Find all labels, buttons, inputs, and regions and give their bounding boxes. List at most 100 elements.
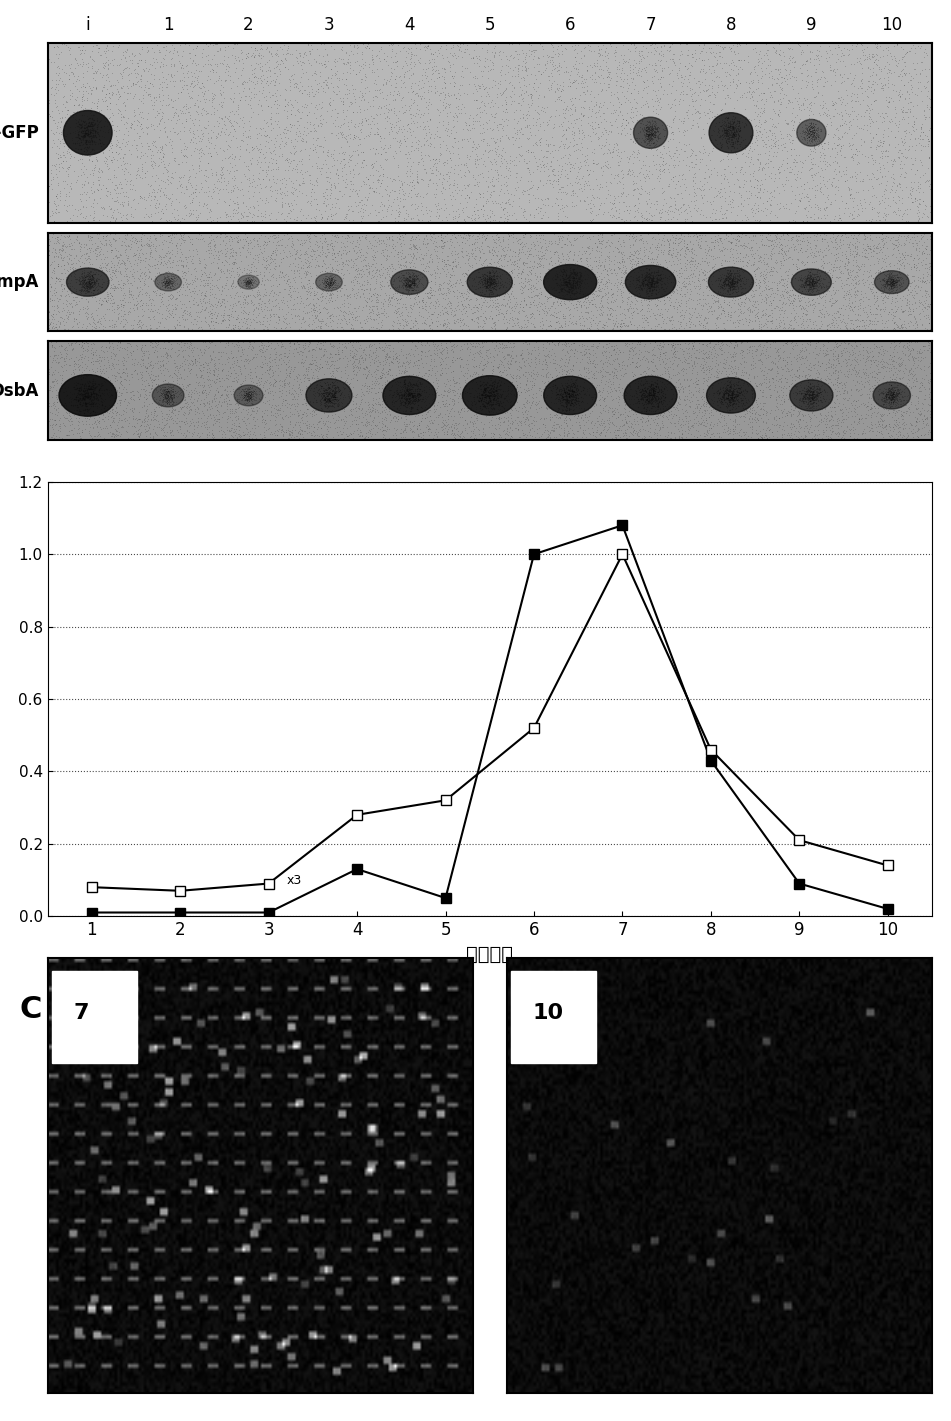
Point bbox=[83, 114, 98, 136]
Point bbox=[805, 135, 821, 158]
Point bbox=[551, 249, 566, 271]
Point bbox=[514, 266, 529, 288]
Point bbox=[727, 271, 742, 294]
Point bbox=[108, 119, 124, 142]
Point bbox=[804, 374, 819, 396]
Point bbox=[649, 377, 664, 399]
Point bbox=[67, 159, 82, 182]
Point bbox=[397, 382, 412, 405]
Point bbox=[878, 360, 893, 382]
Point bbox=[170, 259, 185, 281]
Point bbox=[323, 202, 339, 225]
Point bbox=[639, 398, 654, 421]
Point bbox=[492, 399, 507, 422]
Point bbox=[220, 391, 235, 414]
Point bbox=[568, 263, 583, 286]
Point bbox=[293, 67, 308, 90]
Point bbox=[691, 337, 707, 360]
Point bbox=[772, 288, 787, 311]
Point bbox=[650, 88, 666, 111]
Point bbox=[265, 274, 281, 297]
Point bbox=[253, 138, 268, 161]
Point bbox=[545, 232, 560, 254]
Point bbox=[392, 395, 407, 418]
Point bbox=[554, 277, 570, 300]
Point bbox=[482, 395, 497, 418]
Point bbox=[247, 38, 262, 61]
Point bbox=[251, 382, 266, 405]
Point bbox=[141, 428, 156, 450]
Point bbox=[681, 159, 696, 182]
Point bbox=[433, 362, 448, 385]
Point bbox=[146, 118, 161, 141]
Point bbox=[385, 369, 400, 392]
Point bbox=[807, 263, 823, 286]
Point bbox=[847, 210, 863, 233]
Point bbox=[519, 179, 534, 202]
Point bbox=[210, 379, 225, 402]
Point bbox=[803, 270, 818, 293]
Point bbox=[176, 308, 191, 331]
Point bbox=[757, 132, 772, 155]
Point bbox=[580, 75, 595, 98]
Point bbox=[519, 102, 534, 125]
Point bbox=[643, 374, 658, 396]
Point bbox=[475, 371, 490, 394]
Point bbox=[556, 377, 572, 399]
Point bbox=[771, 98, 786, 121]
Point bbox=[87, 139, 102, 162]
Point bbox=[739, 402, 754, 425]
Point bbox=[430, 303, 445, 325]
Point bbox=[646, 381, 661, 404]
Point bbox=[379, 105, 395, 128]
Point bbox=[296, 274, 311, 297]
Point bbox=[433, 277, 448, 300]
Point bbox=[163, 382, 178, 405]
Point bbox=[330, 271, 345, 294]
Point bbox=[405, 273, 420, 296]
Point bbox=[763, 80, 778, 102]
Point bbox=[890, 276, 905, 298]
Point bbox=[591, 34, 606, 57]
Point bbox=[902, 179, 918, 202]
Point bbox=[91, 156, 107, 179]
Point bbox=[805, 128, 820, 151]
Point bbox=[359, 277, 374, 300]
Point bbox=[203, 198, 218, 220]
Point bbox=[725, 382, 740, 405]
Point bbox=[338, 301, 353, 324]
Point bbox=[281, 43, 296, 65]
Point bbox=[414, 141, 429, 163]
Point bbox=[350, 257, 365, 280]
Point bbox=[385, 145, 400, 168]
Point bbox=[347, 112, 362, 135]
Point bbox=[884, 308, 900, 331]
Point bbox=[883, 357, 899, 379]
Point bbox=[568, 280, 583, 303]
Point bbox=[773, 48, 788, 71]
Point bbox=[708, 350, 724, 372]
Point bbox=[400, 205, 416, 227]
Point bbox=[101, 82, 116, 105]
Point bbox=[723, 40, 738, 63]
Point bbox=[549, 240, 564, 263]
Point bbox=[73, 384, 88, 406]
Point bbox=[61, 303, 76, 325]
Point bbox=[507, 108, 522, 131]
Ellipse shape bbox=[238, 276, 260, 288]
Point bbox=[641, 125, 656, 148]
Point bbox=[93, 260, 108, 283]
Point bbox=[510, 229, 525, 252]
Point bbox=[376, 379, 391, 402]
Point bbox=[646, 384, 661, 406]
Point bbox=[630, 273, 645, 296]
Point bbox=[454, 300, 469, 323]
Point bbox=[873, 394, 888, 416]
Point bbox=[299, 229, 314, 252]
Point bbox=[678, 239, 693, 261]
Point bbox=[774, 367, 789, 389]
Point bbox=[642, 378, 657, 401]
Point bbox=[762, 243, 777, 266]
Point bbox=[730, 382, 746, 405]
Point bbox=[726, 335, 741, 358]
